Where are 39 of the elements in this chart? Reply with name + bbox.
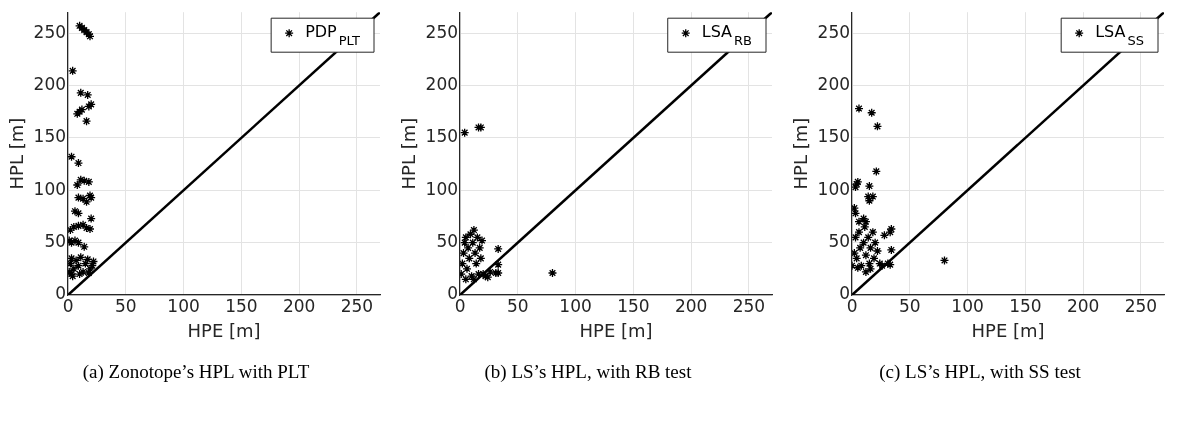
- x-tick-label: 200: [1066, 295, 1100, 316]
- y-tick-label: 50: [44, 231, 67, 252]
- y-tick-label: 200: [817, 73, 851, 94]
- y-tick-label: 100: [817, 178, 851, 199]
- y-axis-title: HPL [m]: [790, 117, 812, 190]
- x-tick-label: 200: [282, 295, 316, 316]
- y-axis-title: HPL [m]: [398, 117, 420, 190]
- y-tick-label: 200: [425, 73, 459, 94]
- x-axis-title: HPE [m]: [579, 319, 653, 341]
- y-tick-label: 150: [817, 126, 851, 147]
- x-axis-title: HPE [m]: [187, 319, 261, 341]
- x-tick-label: 100: [951, 295, 984, 316]
- x-axis-title: HPE [m]: [971, 319, 1045, 341]
- y-tick-label: 100: [33, 178, 67, 199]
- x-tick-label: 250: [732, 295, 766, 316]
- text: (a) Zonotope’s HPL with PLT: [81, 361, 311, 383]
- x-tick-label: 50: [115, 295, 137, 316]
- x-tick-label: 50: [507, 295, 529, 316]
- x-tick-label: 100: [559, 295, 592, 316]
- text: (c) LS’s HPL, with SS test: [878, 361, 1082, 383]
- y-tick-label: 150: [33, 126, 67, 147]
- y-tick-label: 150: [425, 126, 459, 147]
- x-tick-label: 50: [899, 295, 921, 316]
- y-tick-label: 250: [425, 21, 459, 42]
- text: (b) LS’s HPL, with RB test: [483, 361, 693, 383]
- y-tick-label: 250: [817, 21, 851, 42]
- x-tick-label: 100: [167, 295, 200, 316]
- x-tick-label: 150: [617, 295, 650, 316]
- x-tick-label: 250: [340, 295, 374, 316]
- y-tick-label: 50: [436, 231, 459, 252]
- y-tick-label: 250: [33, 21, 67, 42]
- y-tick-label: 100: [425, 178, 459, 199]
- x-tick-label: 200: [674, 295, 708, 316]
- y-axis-title: HPL [m]: [6, 117, 28, 190]
- x-tick-label: 150: [225, 295, 258, 316]
- y-tick-label: 200: [33, 73, 67, 94]
- y-tick-label: 50: [828, 231, 851, 252]
- x-tick-label: 250: [1124, 295, 1158, 316]
- x-tick-label: 150: [1009, 295, 1042, 316]
